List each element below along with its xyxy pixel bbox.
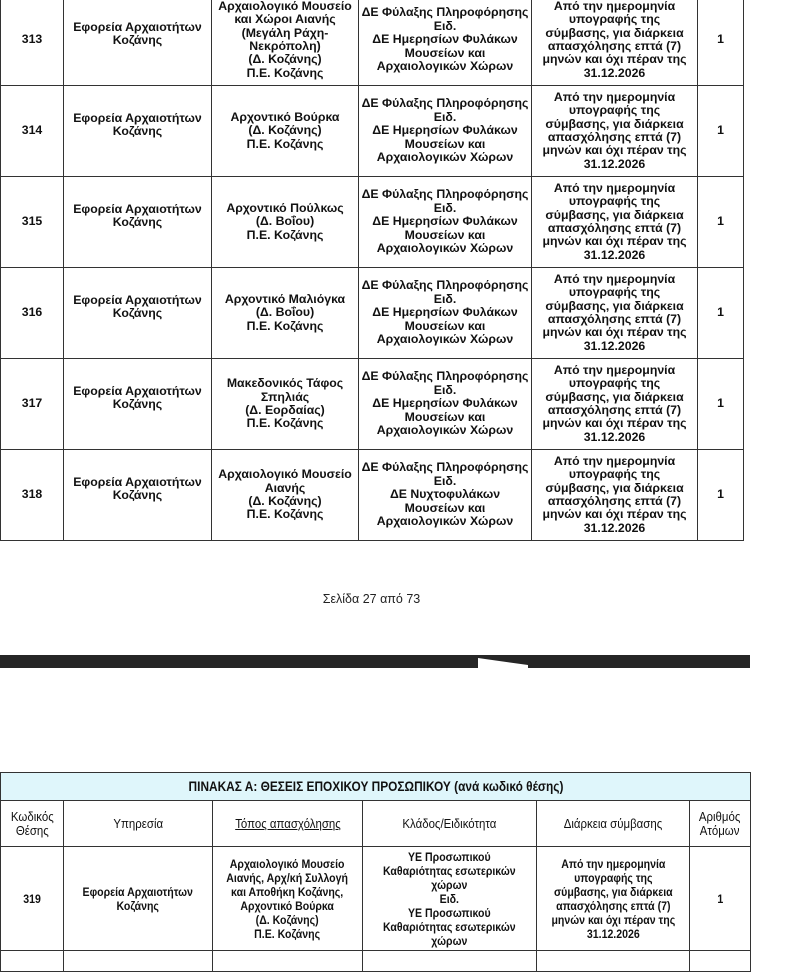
cell-specialty: ΔΕ Φύλαξης Πληροφόρησης Ειδ. ΔΕ Ημερησίων … xyxy=(358,176,532,268)
cell-workplace: Αρχαιολογικό Μουσείο Αιανής, Αρχ/κή Συλλο… xyxy=(212,846,363,951)
cell-specialty: ΔΕ Φύλαξης Πληροφόρησης Ειδ. ΔΕ Ημερησίων … xyxy=(358,0,532,86)
cell-workplace: Αρχοντικό Μαλιόγκα (Δ. Βοΐου) Π.Ε. Κοζάνης xyxy=(211,267,359,359)
cell-position-code: 319 xyxy=(0,846,64,951)
cell-service: Εφορεία Αρχαιοτήτων Κοζάνης xyxy=(63,267,212,359)
cell-specialty: ΔΕ Φύλαξης Πληροφόρησης Ειδ. ΔΕ Ημερησίων … xyxy=(358,358,532,450)
table-caption: ΠΙΝΑΚΑΣ Α: ΘΕΣΕΙΣ ΕΠΟΧΙΚΟΥ ΠΡΟΣΩΠΙΚΟΥ (α… xyxy=(0,772,752,801)
cell-contract-duration: Από την ημερομηνία υπογραφής της σύμβασης,… xyxy=(531,85,698,177)
cell-specialty: ΥΕ Προσωπικού Καθαριότητας εσωτερικών χώρω… xyxy=(362,846,537,951)
positions-table-page-27: 313 Εφορεία Αρχαιοτήτων Κοζάνης Αρχαιολογικ… xyxy=(0,0,744,541)
positions-table-page-28: ΠΙΝΑΚΑΣ Α: ΘΕΣΕΙΣ ΕΠΟΧΙΚΟΥ ΠΡΟΣΩΠΙΚΟΥ (α… xyxy=(0,772,752,972)
cell-empty xyxy=(536,950,690,972)
cell-workplace: Αρχοντικό Βούρκα (Δ. Κοζάνης) Π.Ε. Κοζάνης xyxy=(211,85,359,177)
cell-service: Εφορεία Αρχαιοτήτων Κοζάνης xyxy=(63,449,212,541)
cell-person-count: 1 xyxy=(697,85,744,177)
table-row: 319 Εφορεία Αρχαιοτήτων Κοζάνης Αρχαιολογικ… xyxy=(0,846,752,951)
column-header-workplace: Τόπος απασχόλησης xyxy=(212,800,363,847)
cell-person-count: 1 xyxy=(697,0,744,86)
cell-workplace: Αρχαιολογικό Μουσείο και Χώροι Αιανής (Μεγ… xyxy=(211,0,359,86)
cell-service: Εφορεία Αρχαιοτήτων Κοζάνης xyxy=(63,846,213,951)
table-row: 314 Εφορεία Αρχαιοτήτων Κοζάνης Αρχοντικό Β… xyxy=(0,85,744,177)
cell-contract-duration: Από την ημερομηνία υπογραφής της σύμβασης,… xyxy=(531,176,698,268)
cell-person-count: 1 xyxy=(697,176,744,268)
table-caption-text: ΠΙΝΑΚΑΣ Α: ΘΕΣΕΙΣ ΕΠΟΧΙΚΟΥ ΠΡΟΣΩΠΙΚΟΥ (α… xyxy=(188,778,563,794)
cell-position-code: 318 xyxy=(0,449,64,541)
column-header-person-count: Αριθμός Ατόμων xyxy=(688,800,752,847)
table-row-partial xyxy=(0,950,752,972)
cell-person-count: 1 xyxy=(697,267,744,359)
cell-service: Εφορεία Αρχαιοτήτων Κοζάνης xyxy=(63,85,212,177)
cell-empty xyxy=(63,950,213,972)
cell-contract-duration: Από την ημερομηνία υπογραφής της σύμβασης,… xyxy=(536,846,690,951)
cell-contract-duration: Από την ημερομηνία υπογραφής της σύμβασης,… xyxy=(531,358,698,450)
cell-contract-duration: Από την ημερομηνία υπογραφής της σύμβασης,… xyxy=(531,267,698,359)
column-header-position-code: Κωδικός Θέσης xyxy=(0,800,64,847)
cell-person-count: 1 xyxy=(688,846,752,951)
cell-position-code: 313 xyxy=(0,0,64,86)
table-row: 317 Εφορεία Αρχαιοτήτων Κοζάνης Μακεδονικός… xyxy=(0,358,744,450)
cell-service: Εφορεία Αρχαιοτήτων Κοζάνης xyxy=(63,358,212,450)
cell-position-code: 316 xyxy=(0,267,64,359)
cell-empty xyxy=(688,950,752,972)
cell-service: Εφορεία Αρχαιοτήτων Κοζάνης xyxy=(63,0,212,86)
table-row: 315 Εφορεία Αρχαιοτήτων Κοζάνης Αρχοντικό Π… xyxy=(0,176,744,268)
table-row: 318 Εφορεία Αρχαιοτήτων Κοζάνης Αρχαιολογικ… xyxy=(0,449,744,541)
cell-person-count: 1 xyxy=(697,358,744,450)
table-row: 313 Εφορεία Αρχαιοτήτων Κοζάνης Αρχαιολογικ… xyxy=(0,0,744,86)
cell-workplace: Αρχαιολογικό Μουσείο Αιανής (Δ. Κοζάνης) Π.… xyxy=(211,449,359,541)
scan-artifact xyxy=(478,658,528,668)
page-number-footer: Σελίδα 27 από 73 xyxy=(322,592,421,606)
column-header-contract-duration: Διάρκεια σύμβασης xyxy=(536,800,690,847)
cell-empty xyxy=(212,950,363,972)
cell-specialty: ΔΕ Φύλαξης Πληροφόρησης Ειδ. ΔΕ Νυχτοφυλάκ… xyxy=(358,449,532,541)
table-row: 316 Εφορεία Αρχαιοτήτων Κοζάνης Αρχοντικό Μ… xyxy=(0,267,744,359)
cell-workplace: Αρχοντικό Πούλκως (Δ. Βοΐου) Π.Ε. Κοζάνης xyxy=(211,176,359,268)
cell-empty xyxy=(0,950,64,972)
cell-empty xyxy=(362,950,537,972)
cell-contract-duration: Από την ημερομηνία υπογραφής της σύμβασης,… xyxy=(531,0,698,86)
column-header-service: Υπηρεσία xyxy=(63,800,213,847)
column-header-specialty: Κλάδος/Ειδικότητα xyxy=(362,800,537,847)
cell-service: Εφορεία Αρχαιοτήτων Κοζάνης xyxy=(63,176,212,268)
cell-contract-duration: Από την ημερομηνία υπογραφής της σύμβασης,… xyxy=(531,449,698,541)
cell-specialty: ΔΕ Φύλαξης Πληροφόρησης Ειδ. ΔΕ Ημερησίων … xyxy=(358,85,532,177)
page-separator-bar xyxy=(0,655,750,668)
cell-position-code: 317 xyxy=(0,358,64,450)
cell-position-code: 315 xyxy=(0,176,64,268)
cell-position-code: 314 xyxy=(0,85,64,177)
cell-person-count: 1 xyxy=(697,449,744,541)
cell-workplace: Μακεδονικός Τάφος Σπηλιάς (Δ. Εορδαίας) Π.Ε… xyxy=(211,358,359,450)
cell-specialty: ΔΕ Φύλαξης Πληροφόρησης Ειδ. ΔΕ Ημερησίων … xyxy=(358,267,532,359)
